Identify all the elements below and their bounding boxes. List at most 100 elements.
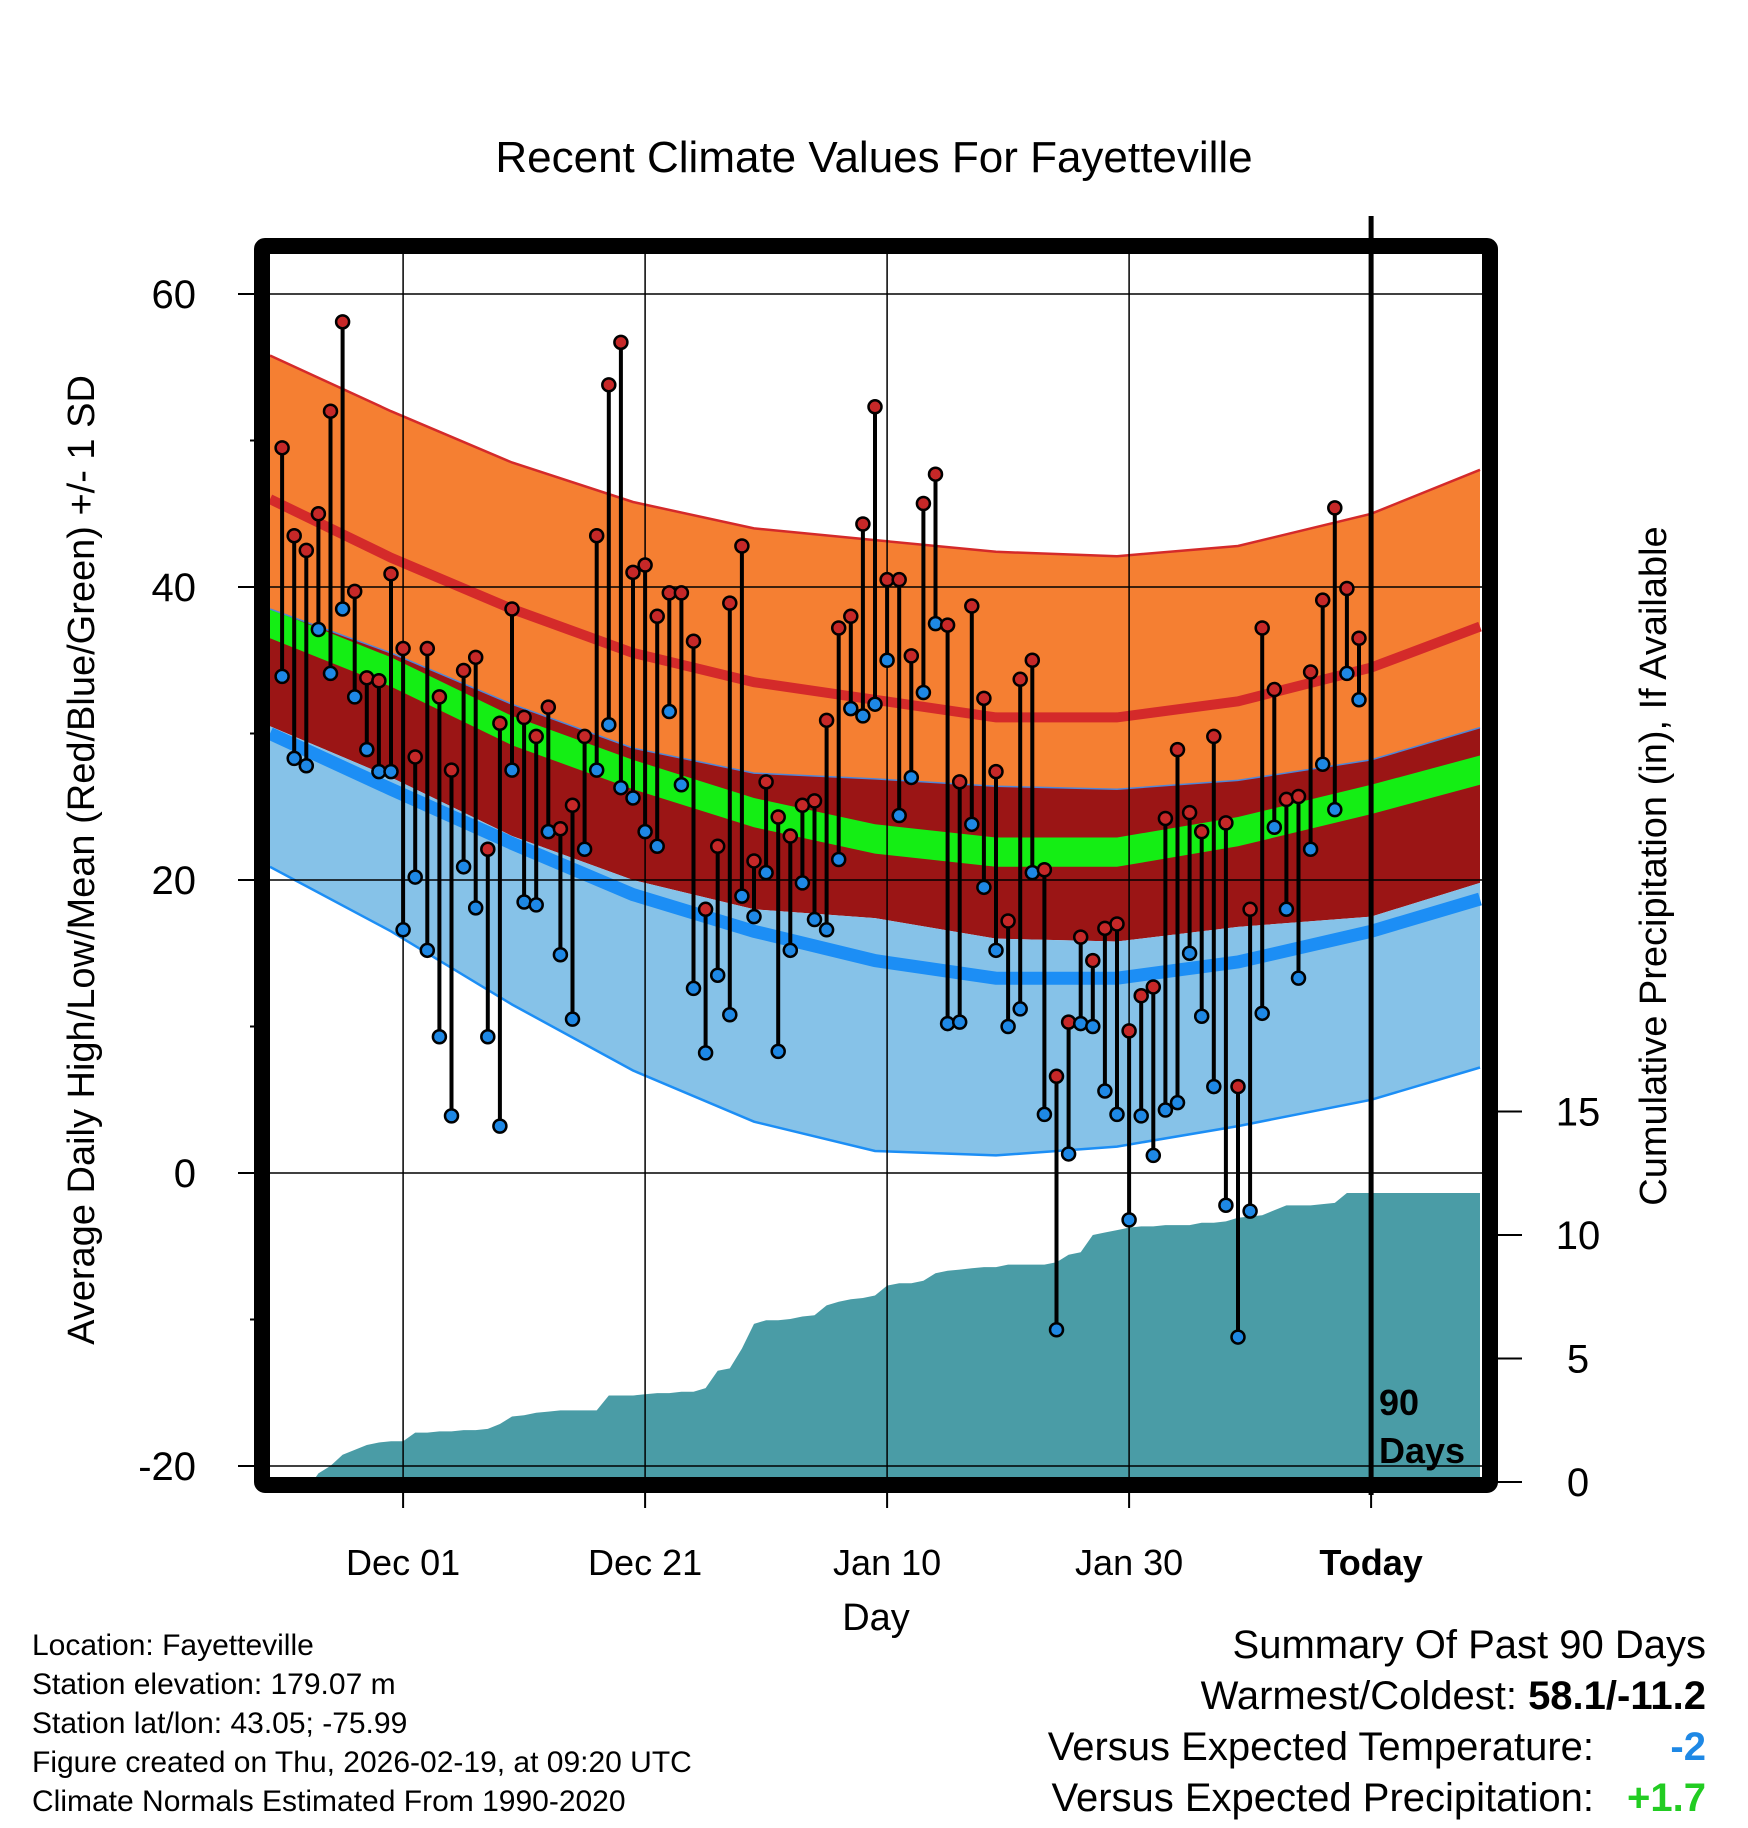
- daily-high-point: [1145, 979, 1162, 995]
- daily-low-point: [1339, 665, 1355, 682]
- daily-high-point: [1181, 804, 1198, 821]
- daily-high-point: [697, 901, 714, 918]
- daily-high-point: [1218, 815, 1234, 831]
- daily-low-point: [1230, 1329, 1246, 1345]
- daily-low-point: [455, 859, 472, 875]
- daily-low-point: [782, 942, 799, 959]
- daily-low-point: [830, 851, 847, 868]
- daily-high-point: [322, 403, 339, 419]
- low-lower-sd-line: [270, 865, 1481, 1157]
- daily-high-point: [770, 809, 786, 825]
- daily-low-point: [867, 696, 883, 712]
- daily-low-point: [492, 1118, 508, 1134]
- daily-low-point: [964, 816, 980, 833]
- daily-high-point: [734, 538, 750, 554]
- station-elevation: Station elevation: 179.07 m: [32, 1668, 396, 1701]
- daily-high-point: [492, 715, 508, 731]
- daily-high-point: [782, 828, 799, 844]
- daily-high-point: [637, 557, 653, 573]
- y2-tick-label: 5: [1567, 1338, 1589, 1382]
- daily-low-point: [407, 869, 423, 885]
- daily-low-point: [988, 942, 1004, 959]
- daily-low-point: [1145, 1147, 1162, 1164]
- summary-heading: Summary Of Past 90 Days: [1232, 1623, 1706, 1667]
- daily-low-point: [806, 911, 823, 928]
- daily-low-point: [637, 823, 653, 840]
- daily-high-point: [443, 762, 460, 778]
- daily-low-point: [685, 980, 702, 997]
- daily-low-point: [1169, 1094, 1186, 1111]
- daily-high-point: [310, 506, 327, 522]
- daily-low-point: [322, 665, 339, 682]
- daily-low-point: [613, 779, 629, 796]
- daily-low-point: [480, 1029, 496, 1045]
- daily-high-point: [528, 728, 544, 745]
- daily-high-point: [1000, 913, 1016, 929]
- daily-high-point: [939, 617, 956, 633]
- daily-low-point: [1302, 841, 1319, 857]
- daily-low-point: [1109, 1106, 1125, 1123]
- daily-high-point: [1012, 671, 1028, 688]
- daily-high-point: [915, 495, 932, 512]
- daily-low-point: [1036, 1106, 1053, 1123]
- warmest-coldest-row: Warmest/Coldest: 58.1/-11.2: [1048, 1671, 1706, 1722]
- daily-low-point: [504, 762, 520, 778]
- x-axis-label: Day: [842, 1597, 910, 1639]
- daily-high-point: [625, 564, 641, 581]
- daily-low-point: [1048, 1322, 1065, 1338]
- y-tick-label: 20: [152, 859, 197, 903]
- daily-high-point: [806, 793, 823, 809]
- high-lower-sd-line: [270, 608, 1481, 790]
- daily-low-point: [1121, 1212, 1137, 1228]
- daily-high-point: [383, 566, 399, 582]
- daily-high-point: [818, 712, 835, 729]
- daily-low-point: [673, 777, 690, 793]
- daily-high-point: [855, 516, 871, 532]
- daily-high-point: [467, 649, 484, 666]
- daily-high-point: [1072, 929, 1089, 945]
- x-tick-label: Jan 30: [1075, 1542, 1183, 1583]
- daily-high-point: [1242, 901, 1258, 918]
- daily-low-point: [709, 967, 726, 983]
- daily-low-point: [734, 888, 750, 904]
- daily-low-point: [1254, 1005, 1270, 1022]
- daily-low-point: [1157, 1102, 1174, 1118]
- daily-low-point: [1133, 1108, 1149, 1124]
- daily-low-point: [1085, 1018, 1101, 1035]
- period-label-days: Days: [1379, 1430, 1465, 1471]
- daily-high-point: [564, 797, 581, 814]
- daily-high-point: [407, 749, 423, 765]
- daily-high-point: [601, 377, 617, 393]
- daily-low-point: [625, 790, 641, 806]
- daily-high-point: [709, 838, 726, 855]
- precip-departure-label: Versus Expected Precipitation:: [1051, 1776, 1594, 1820]
- daily-low-point: [843, 700, 859, 717]
- daily-high-point: [1193, 823, 1210, 840]
- daily-high-point: [1230, 1078, 1246, 1095]
- daily-high-point: [746, 853, 762, 869]
- daily-low-point: [383, 763, 399, 780]
- daily-low-point: [649, 838, 665, 855]
- daily-high-point: [552, 820, 569, 837]
- y-tick-label: 60: [152, 273, 197, 317]
- warmest-coldest-label: Warmest/Coldest:: [1200, 1674, 1517, 1718]
- warmest-coldest-value: 58.1/-11.2: [1528, 1674, 1706, 1718]
- precip-departure-value: +1.7: [1627, 1776, 1706, 1820]
- daily-high-point: [540, 699, 557, 715]
- chart-title: Recent Climate Values For Fayetteville: [495, 133, 1252, 182]
- daily-low-point: [1012, 1001, 1028, 1017]
- daily-high-point: [1351, 630, 1367, 647]
- daily-high-point: [298, 542, 315, 559]
- daily-low-point: [1351, 692, 1367, 708]
- daily-low-point: [1206, 1078, 1222, 1095]
- daily-high-point: [1133, 987, 1149, 1004]
- daily-high-point: [346, 583, 363, 600]
- y2-tick-label: 0: [1567, 1461, 1589, 1505]
- daily-low-point: [564, 1011, 581, 1027]
- daily-low-point: [1278, 901, 1295, 918]
- daily-low-point: [467, 900, 484, 916]
- daily-low-point: [1242, 1203, 1258, 1219]
- daily-low-point: [419, 942, 436, 959]
- daily-low-point: [359, 741, 375, 758]
- daily-high-point: [685, 633, 702, 649]
